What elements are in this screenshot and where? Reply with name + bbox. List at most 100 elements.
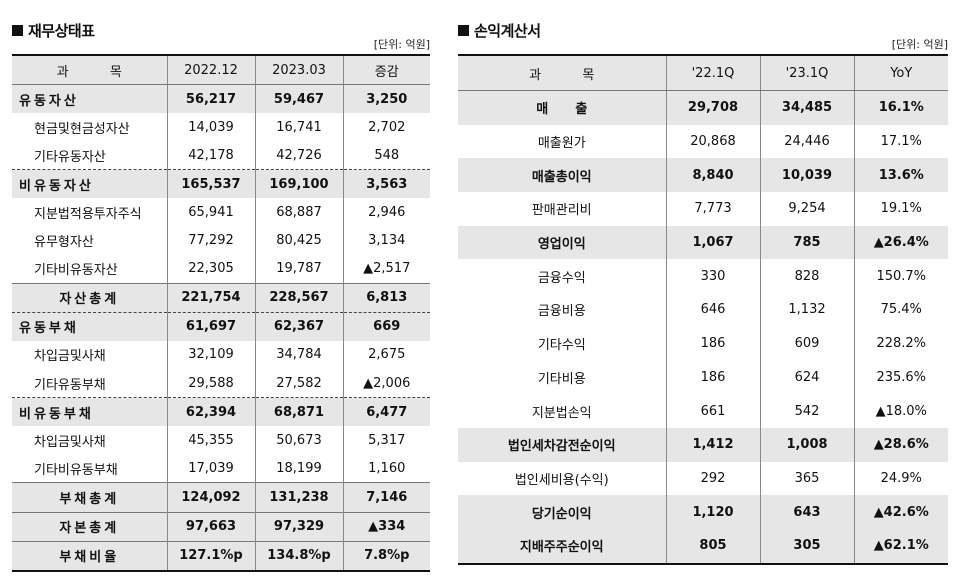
row-value: 17.1% — [853, 124, 948, 159]
row-value: 228.2% — [853, 326, 948, 361]
row-value: 19,787 — [254, 254, 343, 284]
table-row: 법인세차감전순이익 1,412 1,008 ▲28.6% — [458, 427, 948, 462]
row-value: 785 — [759, 225, 854, 260]
row-value: 3,250 — [342, 84, 430, 114]
row-label: 법인세비용(수익) — [514, 472, 609, 488]
table-row: 기타수익 186 609 228.2% — [458, 326, 948, 361]
row-value: 548 — [342, 141, 430, 170]
row-label: 부채비율 — [12, 540, 167, 572]
row-label: 금융수익 — [537, 270, 586, 286]
row-label: 금융비용 — [537, 304, 586, 320]
row-value: 34,485 — [759, 90, 854, 125]
header-col-3: YoY — [853, 54, 948, 91]
row-value: 77,292 — [166, 226, 255, 255]
row-label: 지분법적용투자주식 — [34, 207, 142, 223]
table-row: 금융비용 646 1,132 75.4% — [458, 293, 948, 327]
table-row: 부채총계 124,092 131,238 7,146 — [12, 482, 430, 512]
income-unit-label: [단위: 억원] — [891, 38, 948, 51]
header-col-1: '22.1Q — [665, 54, 760, 91]
row-label: 자산총계 — [12, 282, 167, 313]
row-value: 1,160 — [342, 454, 430, 483]
row-value: 24.9% — [853, 461, 948, 496]
table-row: 차입금및사채 32,109 34,784 2,675 — [12, 340, 430, 370]
row-value: ▲2,006 — [342, 369, 430, 398]
row-label: 차입금및사채 — [34, 349, 106, 365]
row-value: ▲2,517 — [342, 254, 430, 284]
table-row: 매출원가 20,868 24,446 17.1% — [458, 124, 948, 159]
row-label: 당기순이익 — [458, 495, 666, 529]
row-value: 305 — [759, 528, 854, 565]
table-row: 유동자산 56,217 59,467 3,250 — [12, 84, 430, 114]
table-row: 기타비유동부채 17,039 18,199 1,160 — [12, 454, 430, 483]
row-value: 235.6% — [853, 360, 948, 395]
row-value: 14,039 — [166, 113, 255, 142]
balance-header-row: 과 목 2022.12 2023.03 증감 — [12, 54, 430, 86]
row-label: 매 출 — [458, 90, 666, 125]
row-value: 3,134 — [342, 226, 430, 255]
row-value: 17,039 — [166, 454, 255, 483]
row-value: 6,813 — [342, 282, 430, 313]
row-value: 9,254 — [759, 192, 854, 226]
row-label: 차입금및사채 — [34, 434, 106, 450]
row-value: 1,067 — [665, 225, 760, 260]
row-label: 비유동부채 — [12, 397, 167, 427]
row-label: 기타비유동자산 — [34, 263, 118, 279]
row-value: 169,100 — [254, 169, 343, 199]
row-value: 27,582 — [254, 369, 343, 398]
row-value: 65,941 — [166, 198, 255, 227]
row-label: 매출원가 — [537, 136, 586, 152]
table-row: 유동부채 61,697 62,367 669 — [12, 311, 430, 341]
row-value: 221,754 — [166, 282, 255, 313]
row-value: 42,178 — [166, 141, 255, 170]
row-value: 5,317 — [342, 426, 430, 455]
row-value: 68,887 — [254, 198, 343, 227]
row-value: 124,092 — [166, 482, 255, 512]
table-row: 비유동자산 165,537 169,100 3,563 — [12, 169, 430, 199]
row-value: 186 — [665, 360, 760, 395]
row-value: 186 — [665, 326, 760, 361]
row-value: 45,355 — [166, 426, 255, 455]
row-value: 10,039 — [759, 158, 854, 193]
table-row: 기타비용 186 624 235.6% — [458, 360, 948, 395]
row-label: 기타수익 — [537, 338, 586, 354]
income-statement-title-text: 손익계산서 — [474, 22, 541, 40]
row-value: 50,673 — [254, 426, 343, 455]
header-col-2: '23.1Q — [759, 54, 854, 91]
row-label: 기타유동자산 — [34, 149, 106, 165]
row-value: 661 — [665, 394, 760, 428]
row-value: 29,588 — [166, 369, 255, 398]
table-row: 기타유동자산 42,178 42,726 548 — [12, 141, 430, 170]
balance-unit-label: [단위: 억원] — [373, 38, 430, 51]
row-value: 1,412 — [665, 427, 760, 462]
row-value: ▲334 — [342, 511, 430, 542]
row-value: 805 — [665, 528, 760, 565]
row-label: 부채총계 — [12, 482, 167, 512]
table-row: 차입금및사채 45,355 50,673 5,317 — [12, 426, 430, 455]
row-value: ▲28.6% — [853, 427, 948, 462]
table-row: 자산총계 221,754 228,567 6,813 — [12, 282, 430, 313]
row-label: 기타유동부채 — [34, 377, 106, 393]
row-value: 13.6% — [853, 158, 948, 193]
row-label: 유무형자산 — [34, 235, 94, 251]
row-value: 97,329 — [254, 511, 343, 542]
row-label: 기타비용 — [537, 371, 586, 387]
header-item: 과 목 — [12, 54, 167, 86]
row-value: 59,467 — [254, 84, 343, 114]
row-value: 97,663 — [166, 511, 255, 542]
row-value: 29,708 — [665, 90, 760, 125]
row-value: 2,675 — [342, 340, 430, 370]
row-value: 22,305 — [166, 254, 255, 284]
row-value: 1,008 — [759, 427, 854, 462]
row-value: 542 — [759, 394, 854, 428]
row-value: 643 — [759, 495, 854, 529]
row-label: 비유동자산 — [12, 169, 167, 199]
table-row: 지배주주순이익 805 305 ▲62.1% — [458, 528, 948, 565]
header-col-1: 2022.12 — [166, 54, 255, 86]
table-row: 당기순이익 1,120 643 ▲42.6% — [458, 495, 948, 529]
row-value: 624 — [759, 360, 854, 395]
table-row: 지분법손익 661 542 ▲18.0% — [458, 394, 948, 428]
table-row: 현금및현금성자산 14,039 16,741 2,702 — [12, 113, 430, 142]
row-value: 56,217 — [166, 84, 255, 114]
row-label: 영업이익 — [458, 225, 666, 260]
table-row: 지분법적용투자주식 65,941 68,887 2,946 — [12, 198, 430, 227]
